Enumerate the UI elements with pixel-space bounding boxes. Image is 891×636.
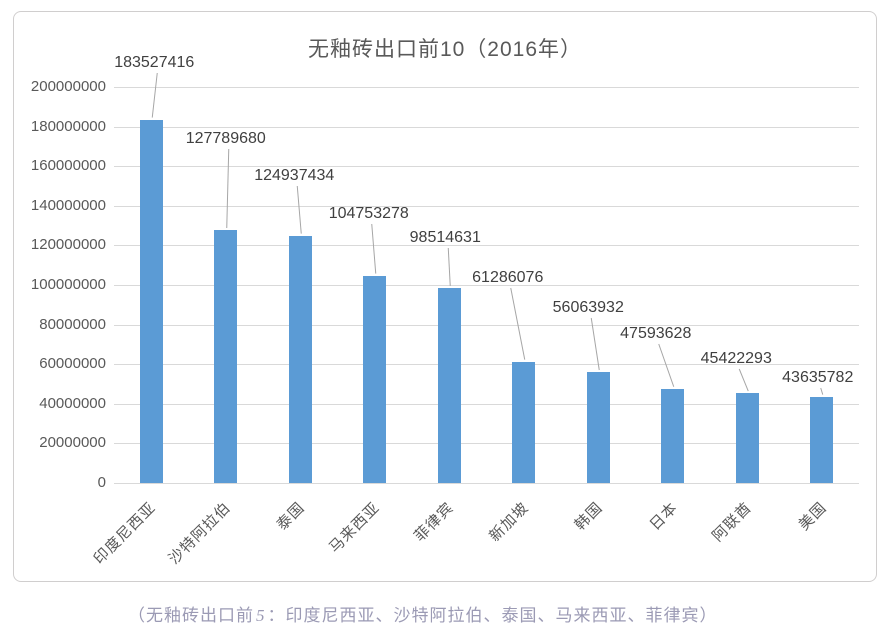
gridline <box>114 245 859 247</box>
category-label-0: 印度尼西亚 <box>90 499 160 568</box>
category-label-6: 韩国 <box>571 499 607 534</box>
data-label-7: 47593628 <box>620 325 692 342</box>
ytick-label: 40000000 <box>39 394 106 412</box>
category-label-3: 马来西亚 <box>325 499 383 557</box>
ytick-label: 140000000 <box>30 196 106 214</box>
data-label-5: 61286076 <box>472 269 544 286</box>
bar-3 <box>363 275 387 483</box>
leader-line-9 <box>820 387 824 395</box>
data-label-8: 45422293 <box>700 350 772 367</box>
data-label-0: 183527416 <box>114 54 195 71</box>
chart-container: 无釉砖出口前10（2016年） 0 20000000 40000000 6000000… <box>13 11 877 582</box>
bar-5 <box>512 361 536 483</box>
category-label-2: 泰国 <box>273 499 309 534</box>
gridline <box>114 483 859 484</box>
gridline <box>114 126 859 128</box>
ytick-label: 80000000 <box>39 315 106 333</box>
gridline <box>114 166 859 168</box>
data-label-1: 127789680 <box>185 130 266 147</box>
data-label-9: 43635782 <box>782 369 854 386</box>
data-label-2: 124937434 <box>254 167 335 184</box>
bar-2 <box>288 235 312 483</box>
bar-6 <box>586 371 610 483</box>
data-label-3: 104753278 <box>328 205 409 222</box>
caption-prefix: （无釉砖出口前 <box>128 606 254 625</box>
data-label-6: 56063932 <box>552 299 624 316</box>
ytick-label: 160000000 <box>30 157 106 175</box>
leader-line-6 <box>590 317 600 371</box>
gridline <box>114 285 859 286</box>
gridline <box>114 403 859 405</box>
bar-7 <box>661 388 685 483</box>
bar-9 <box>810 396 834 483</box>
chart-caption: （无釉砖出口前 5 ：印度尼西亚、沙特阿拉伯、泰国、马来西亚、菲律宾） <box>128 601 718 626</box>
bar-8 <box>735 393 759 483</box>
caption-number: 5 <box>256 606 266 625</box>
leader-line-3 <box>371 223 377 274</box>
gridline <box>114 87 859 88</box>
gridline <box>114 364 859 366</box>
gridline <box>114 205 859 207</box>
chart-title: 无釉砖出口前10（2016年） <box>307 38 583 61</box>
category-label-8: 阿联酋 <box>709 499 756 546</box>
ytick-label: 60000000 <box>39 355 106 373</box>
ytick-label: 120000000 <box>30 236 106 254</box>
gridline <box>114 324 859 326</box>
ytick-label: 180000000 <box>30 117 106 135</box>
leader-line-2 <box>296 185 302 234</box>
leader-line-0 <box>151 72 158 118</box>
ytick-label: 0 <box>97 474 106 491</box>
category-label-5: 新加坡 <box>485 499 532 546</box>
ytick-label: 100000000 <box>30 276 106 293</box>
leader-line-7 <box>658 343 675 387</box>
plot-area: 0 20000000 40000000 60000000 80000000 1000000… <box>31 54 859 568</box>
category-label-7: 日本 <box>646 499 681 534</box>
ytick-label: 200000000 <box>30 78 106 95</box>
ytick-label: 20000000 <box>39 434 106 452</box>
leader-line-8 <box>738 368 749 392</box>
bar-4 <box>437 287 461 483</box>
caption-suffix: ：印度尼西亚、沙特阿拉伯、泰国、马来西亚、菲律宾） <box>267 606 718 625</box>
bar-1 <box>214 229 238 483</box>
category-label-9: 美国 <box>795 499 830 534</box>
bar-0 <box>139 119 163 483</box>
data-label-4: 98514631 <box>409 229 481 246</box>
leader-line-4 <box>447 247 451 286</box>
leader-line-1 <box>226 148 230 228</box>
category-label-1: 沙特阿拉伯 <box>165 499 234 568</box>
gridline <box>114 443 859 445</box>
category-label-4: 菲律宾 <box>411 499 458 546</box>
